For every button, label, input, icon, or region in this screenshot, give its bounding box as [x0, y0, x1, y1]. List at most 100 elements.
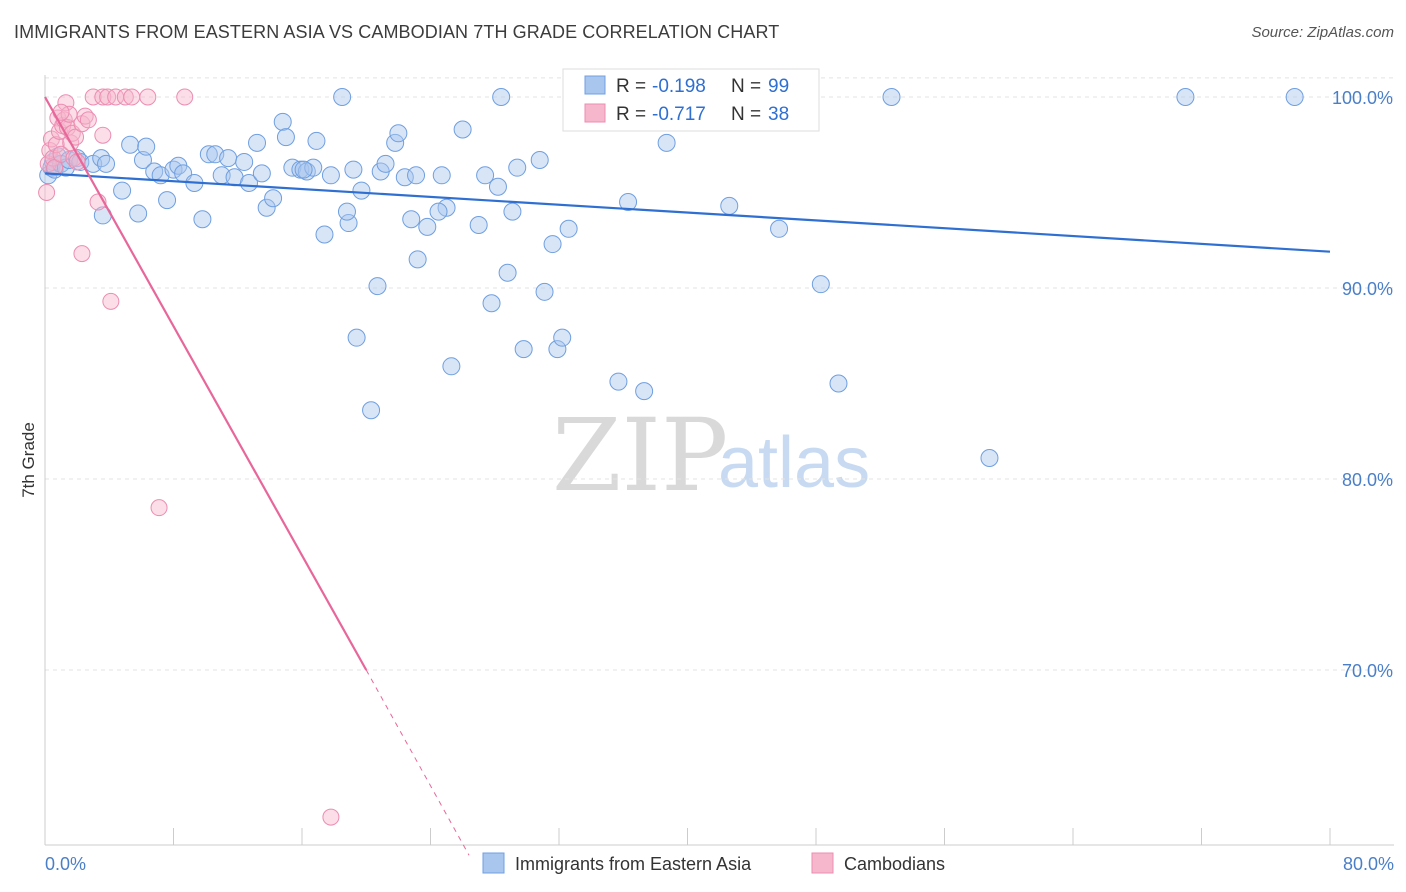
point-immigrants	[619, 193, 638, 212]
point-immigrants	[248, 133, 267, 152]
point-immigrants	[503, 202, 522, 221]
point-immigrants	[307, 131, 326, 150]
point-immigrants	[492, 88, 511, 106]
point-immigrants	[121, 135, 140, 154]
legend-label-cambodians: Cambodians	[844, 854, 945, 874]
point-immigrants	[193, 210, 212, 229]
point-immigrants	[199, 145, 218, 164]
point-immigrants	[386, 133, 405, 152]
legend-swatch-immigrants	[482, 852, 505, 874]
point-cambodians	[94, 126, 112, 144]
point-immigrants	[294, 160, 313, 179]
stats-legend: R = -0.198 N = 99 R = -0.717 N = 38	[562, 68, 820, 132]
point-cambodians	[139, 88, 157, 106]
point-immigrants	[333, 88, 352, 106]
point-cambodians	[176, 88, 194, 106]
point-immigrants	[432, 166, 451, 185]
y-tick-label: 80.0%	[1342, 470, 1393, 490]
point-cambodians	[38, 184, 56, 201]
point-immigrants	[129, 204, 148, 223]
point-immigrants	[337, 202, 356, 221]
legend-n-label-1: N =	[731, 76, 761, 97]
point-immigrants	[219, 149, 238, 168]
point-immigrants	[402, 210, 421, 229]
point-immigrants	[321, 166, 340, 185]
point-immigrants	[347, 328, 366, 347]
point-cambodians	[116, 88, 134, 106]
point-immigrants	[559, 219, 578, 238]
series-legend: Immigrants from Eastern Asia Cambodians	[482, 852, 945, 874]
point-immigrants	[1285, 88, 1304, 106]
point-immigrants	[389, 124, 408, 143]
point-cambodians	[150, 499, 168, 517]
point-immigrants	[442, 357, 461, 376]
point-immigrants	[339, 214, 358, 233]
point-immigrants	[407, 166, 426, 185]
point-immigrants	[811, 275, 830, 294]
point-cambodians	[52, 145, 70, 163]
legend-r-value-2: -0.717	[652, 104, 706, 125]
trend-lines	[44, 96, 1331, 856]
legend-r-value-1: -0.198	[652, 76, 706, 97]
point-immigrants	[530, 151, 549, 170]
point-immigrants	[770, 219, 789, 238]
point-cambodians	[79, 111, 97, 129]
point-immigrants	[980, 448, 999, 467]
legend-r-label-2: R =	[616, 104, 646, 125]
point-immigrants	[508, 158, 527, 177]
point-cambodians	[94, 88, 112, 106]
point-immigrants	[239, 173, 258, 192]
point-immigrants	[408, 250, 427, 269]
point-immigrants	[469, 215, 488, 234]
legend-swatch-cambodians	[811, 852, 834, 874]
point-immigrants	[362, 401, 381, 420]
point-cambodians	[123, 88, 141, 106]
point-immigrants	[720, 196, 739, 215]
point-immigrants	[376, 154, 395, 173]
point-immigrants	[276, 128, 295, 147]
point-immigrants	[488, 177, 507, 196]
legend-box	[562, 68, 820, 132]
series-cambodians	[38, 88, 340, 826]
point-immigrants	[553, 328, 572, 347]
point-immigrants	[158, 191, 177, 210]
legend-swatch-blue	[584, 75, 606, 95]
trend-line-cambodians-extension	[365, 669, 470, 856]
chart-title: IMMIGRANTS FROM EASTERN ASIA VS CAMBODIA…	[14, 22, 780, 42]
point-immigrants	[482, 294, 501, 313]
trend-line-immigrants	[44, 172, 1331, 253]
point-immigrants	[133, 151, 152, 170]
point-immigrants	[635, 382, 654, 401]
point-immigrants	[352, 181, 371, 200]
legend-label-immigrants: Immigrants from Eastern Asia	[515, 854, 752, 874]
point-immigrants	[498, 263, 517, 282]
point-immigrants	[395, 168, 414, 187]
point-immigrants	[543, 235, 562, 254]
point-immigrants	[252, 164, 271, 183]
y-tick-label: 90.0%	[1342, 279, 1393, 299]
watermark-atlas: atlas	[718, 423, 870, 503]
legend-n-label-2: N =	[731, 104, 761, 125]
point-immigrants	[1176, 88, 1195, 106]
point-immigrants	[657, 133, 676, 152]
point-cambodians	[57, 94, 75, 112]
point-immigrants	[92, 149, 111, 168]
series-immigrants-eastern-asia	[39, 88, 1304, 467]
trend-line-cambodians	[44, 96, 368, 671]
y-axis-title: 7th Grade	[19, 422, 38, 498]
point-immigrants	[97, 154, 116, 173]
point-immigrants	[882, 88, 901, 106]
point-immigrants	[273, 112, 292, 131]
point-immigrants	[548, 340, 567, 359]
point-cambodians	[47, 136, 65, 154]
legend-n-value-1: 99	[768, 76, 789, 97]
axes	[44, 75, 1394, 846]
point-immigrants	[137, 137, 156, 156]
y-tick-label: 100.0%	[1332, 88, 1393, 108]
x-tick-label-min: 0.0%	[45, 854, 86, 874]
point-immigrants	[829, 374, 848, 393]
point-immigrants	[429, 202, 448, 221]
watermark-zip: ZIP	[552, 397, 728, 514]
x-tick-label-max: 80.0%	[1343, 854, 1394, 874]
